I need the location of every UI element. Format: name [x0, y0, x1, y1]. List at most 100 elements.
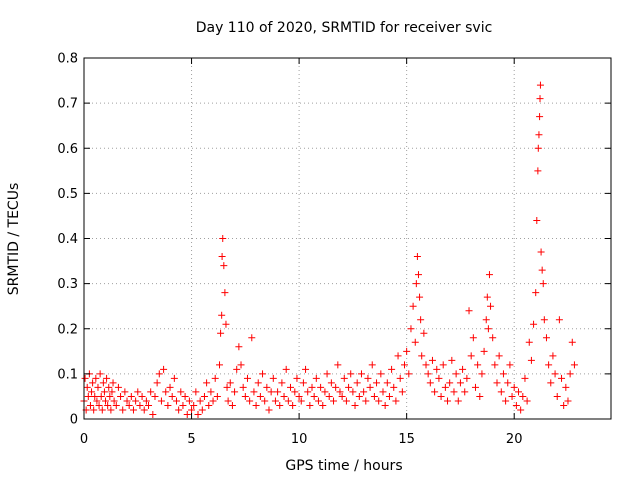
y-tick-label: 0.2 [57, 322, 78, 337]
data-point [435, 374, 443, 382]
x-tick-label: 10 [291, 432, 308, 447]
data-point [398, 388, 406, 396]
data-point [545, 361, 553, 369]
data-point [317, 383, 325, 391]
data-point [564, 397, 572, 405]
data-point [330, 397, 338, 405]
data-point [570, 361, 578, 369]
data-point [274, 388, 282, 396]
data-point [97, 392, 105, 400]
data-point [308, 383, 316, 391]
data-point [241, 392, 249, 400]
data-point [321, 388, 329, 396]
data-point [81, 374, 89, 382]
data-point [539, 280, 547, 288]
data-point [248, 334, 256, 342]
data-point [467, 352, 475, 360]
data-point [499, 370, 507, 378]
data-point [555, 316, 563, 324]
data-point [188, 406, 196, 414]
data-point [155, 370, 163, 378]
data-point [218, 253, 226, 261]
data-point [107, 406, 115, 414]
data-point [203, 379, 211, 387]
data-point [306, 401, 314, 409]
data-point [338, 392, 346, 400]
data-point [123, 397, 131, 405]
data-point [558, 374, 566, 382]
data-point [413, 253, 421, 261]
data-point [149, 410, 157, 418]
data-point [147, 388, 155, 396]
data-point [515, 388, 523, 396]
data-point [95, 401, 103, 409]
data-point [99, 379, 107, 387]
data-points [80, 81, 578, 418]
data-point [168, 392, 176, 400]
chart-title: Day 110 of 2020, SRMTID for receiver svi… [196, 20, 493, 36]
data-point [93, 397, 101, 405]
data-point [431, 388, 439, 396]
axis-ticks: 0 0.1 0.2 0.3 0.4 0.5 0.6 0.7 0.8 0 5 10 15 20 [57, 52, 611, 447]
data-point [506, 361, 514, 369]
data-point [190, 401, 198, 409]
data-point [332, 383, 340, 391]
data-point [504, 379, 512, 387]
data-point [409, 302, 417, 310]
data-point [83, 383, 91, 391]
data-point [263, 383, 271, 391]
data-point [271, 397, 279, 405]
data-point [216, 361, 224, 369]
data-point [351, 401, 359, 409]
data-point [426, 379, 434, 387]
data-point [109, 379, 117, 387]
y-tick-label: 0.6 [57, 142, 78, 157]
data-point [471, 383, 479, 391]
data-point [235, 343, 243, 351]
data-point [394, 352, 402, 360]
data-point [106, 392, 114, 400]
data-point [366, 383, 374, 391]
data-point [407, 325, 415, 333]
data-point [379, 388, 387, 396]
data-point [497, 388, 505, 396]
data-point [536, 95, 544, 103]
data-point [450, 388, 458, 396]
data-point [537, 248, 545, 256]
data-point [259, 370, 267, 378]
data-point [547, 379, 555, 387]
data-point [336, 388, 344, 396]
data-point [461, 388, 469, 396]
data-point [370, 392, 378, 400]
data-point [334, 361, 342, 369]
data-point [280, 392, 288, 400]
data-point [463, 374, 471, 382]
grid-lines [84, 58, 611, 419]
data-point [209, 397, 217, 405]
data-point [405, 370, 413, 378]
data-point [286, 383, 294, 391]
data-point [441, 383, 449, 391]
data-point [282, 365, 290, 373]
data-point [353, 379, 361, 387]
data-point [388, 365, 396, 373]
data-point [377, 370, 385, 378]
data-point [327, 379, 335, 387]
data-point [297, 397, 305, 405]
data-point [439, 361, 447, 369]
data-point [483, 293, 491, 301]
data-point [560, 401, 568, 409]
data-point [562, 383, 570, 391]
data-point [422, 361, 430, 369]
data-point [390, 383, 398, 391]
data-point [542, 334, 550, 342]
data-point [114, 383, 122, 391]
data-point [456, 379, 464, 387]
data-point [495, 352, 503, 360]
data-point [360, 388, 368, 396]
data-point [527, 356, 535, 364]
data-point [480, 347, 488, 355]
y-tick-label: 0.5 [57, 187, 78, 202]
data-point [355, 392, 363, 400]
data-point [217, 329, 225, 337]
